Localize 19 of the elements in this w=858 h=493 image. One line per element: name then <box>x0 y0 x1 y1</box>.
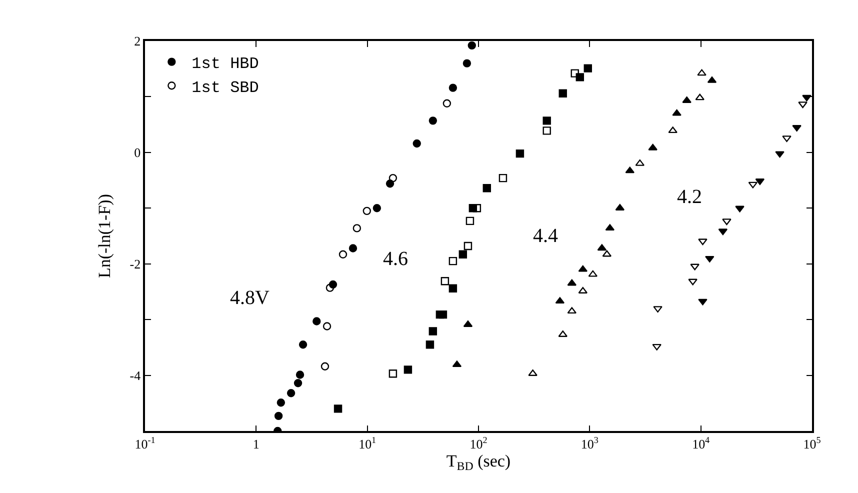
annotation: 4.8V <box>230 287 270 309</box>
annotation: 4.2 <box>677 186 702 208</box>
x-tick-label: 10$^{2}$ <box>470 434 488 452</box>
y-tick-label: -2 <box>130 256 141 272</box>
x-tick-label: 10$^{1}$ <box>358 434 376 452</box>
x-tick-label: 10$^{4}$ <box>692 434 710 452</box>
x-tick-label: 1 <box>252 436 260 452</box>
legend-label: 1st SBD <box>192 78 259 97</box>
y-axis-title: Ln(-ln(1-F)) <box>94 194 114 278</box>
annotation: 4.4 <box>533 225 558 247</box>
annotation: 4.6 <box>383 248 408 270</box>
legend-label: 1st HBD <box>192 55 259 74</box>
y-tick-label: -4 <box>130 368 142 383</box>
x-tick-label: 10$^{3}$ <box>580 434 599 452</box>
x-axis-title: T$_{BD}$ (sec) <box>446 451 511 473</box>
x-tick-label: 10$^{-1}$ <box>134 434 156 452</box>
y-tick-label: 2 <box>134 34 141 49</box>
y-tick-label: 0 <box>134 144 141 160</box>
x-tick-label: 10$^{5}$ <box>803 434 822 452</box>
